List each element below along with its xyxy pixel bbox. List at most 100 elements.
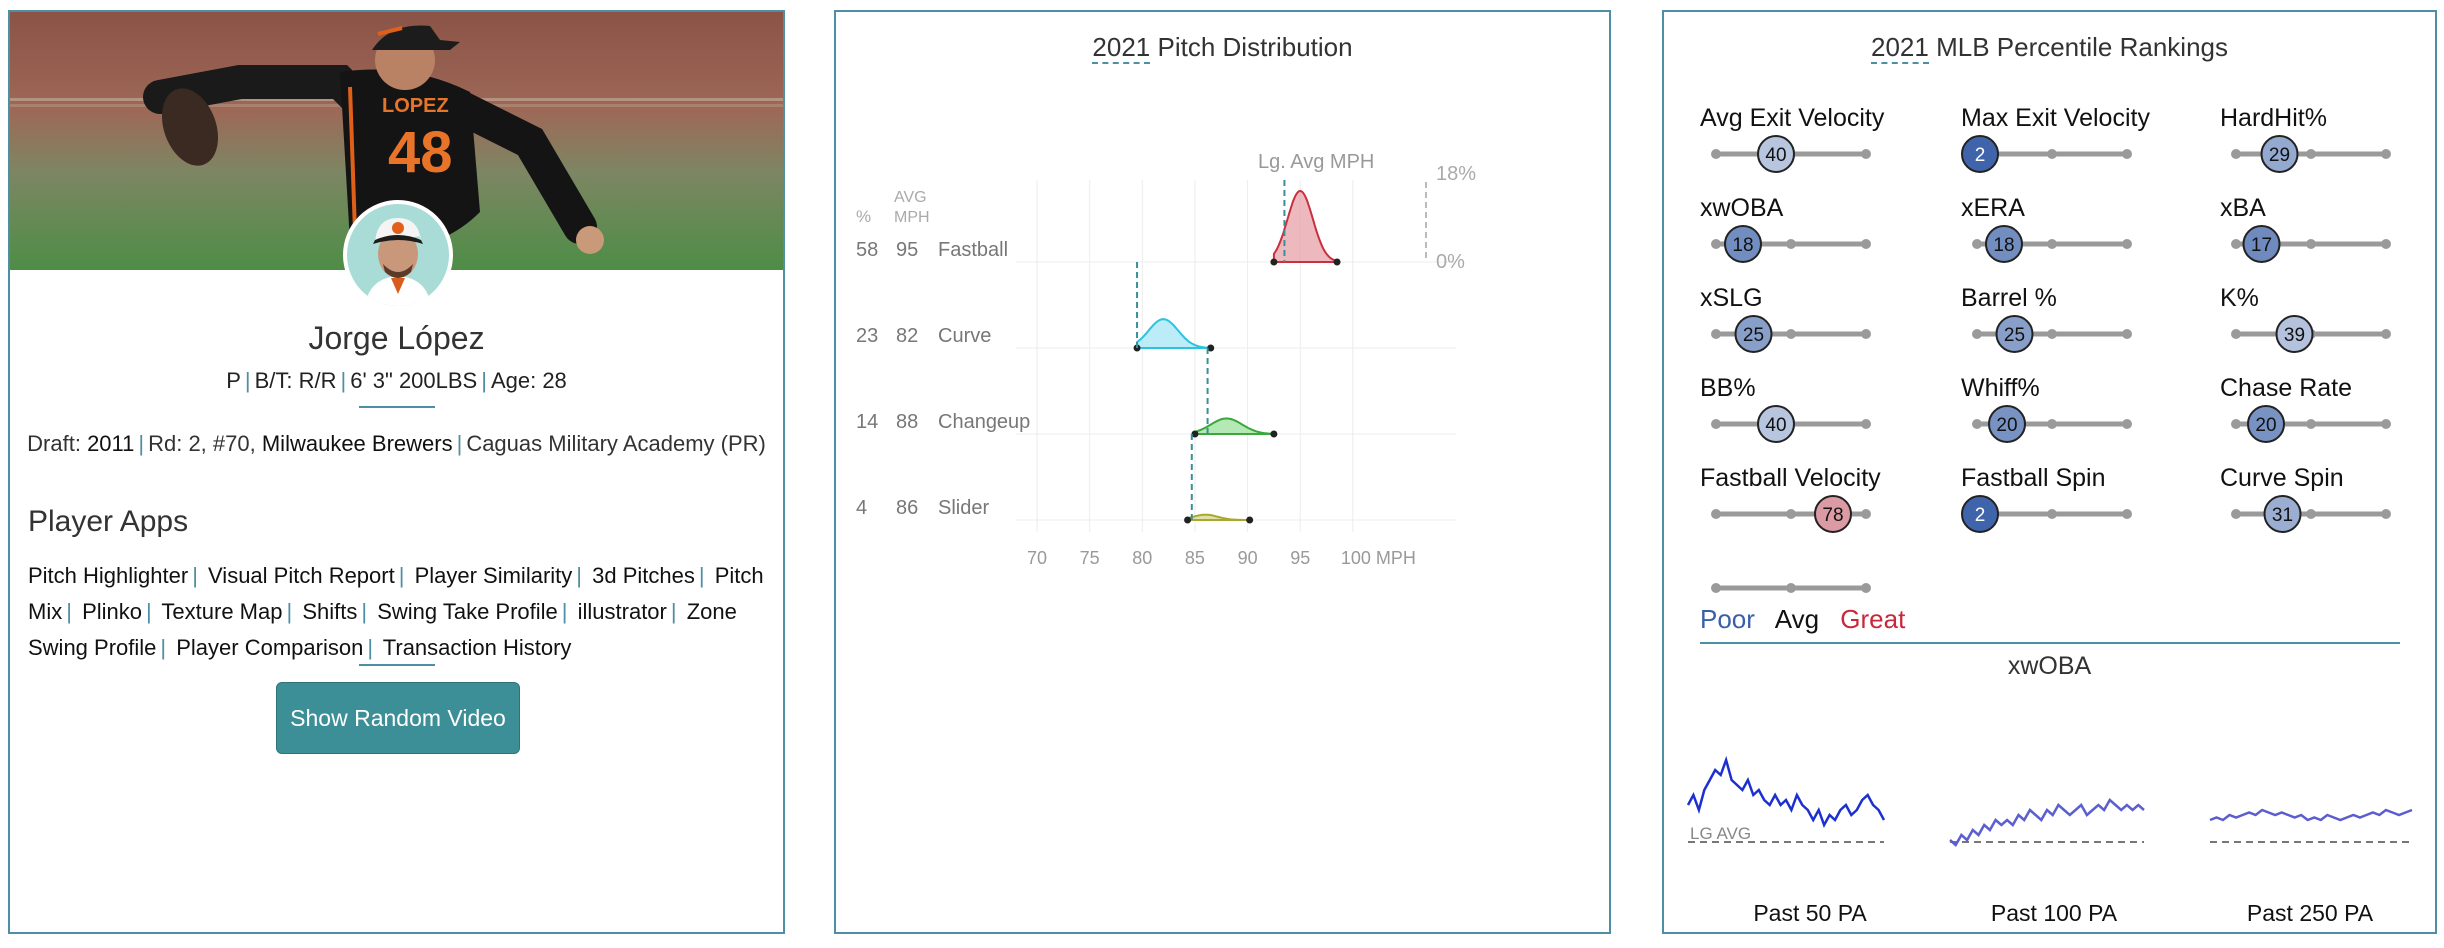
percentile-slider[interactable]: 25: [1972, 315, 2132, 353]
slider-tick: [1711, 419, 1721, 429]
spark-label-50: Past 50 PA: [1753, 900, 1867, 926]
player-position: P: [226, 368, 241, 393]
pct-axis-min: 0%: [1436, 251, 1465, 273]
slider-tick: [1861, 239, 1871, 249]
percentile-slider[interactable]: 18: [1972, 225, 2132, 263]
player-app-link[interactable]: Texture Map: [161, 599, 283, 624]
percentile-value: 2: [1975, 505, 1986, 526]
percentile-rankings-title: 2021 MLB Percentile Rankings: [1664, 32, 2435, 64]
slider-tick: [2231, 239, 2241, 249]
percentile-legend: Poor Avg Great: [1700, 604, 1919, 635]
slider-tick: [1786, 149, 1796, 159]
slider-tick: [2122, 419, 2132, 429]
density-max-dot: [1333, 258, 1341, 266]
draft-year: 2011: [87, 431, 135, 456]
percentile-slider[interactable]: 25: [1711, 315, 1871, 353]
percentile-rankings-title-text: MLB Percentile Rankings: [1936, 32, 2228, 62]
pitch-avg-mph: 95: [896, 239, 918, 261]
percentile-bubble: [1995, 315, 2034, 353]
percentile-slider[interactable]: 17: [2231, 225, 2391, 263]
x-tick-label: 95: [1290, 548, 1310, 568]
player-age: Age: 28: [490, 368, 567, 393]
player-apps-title: Player Apps: [28, 505, 189, 538]
pitch-row-slider[interactable]: 4 86 Slider: [856, 434, 1254, 524]
percentile-slider[interactable]: 40: [1711, 135, 1871, 173]
slider-tick: [2381, 239, 2391, 249]
year-select[interactable]: 2021: [1092, 32, 1151, 64]
player-app-link[interactable]: Zone Swing Profile: [28, 599, 737, 660]
slider-tick: [1786, 509, 1796, 519]
percentile-slider[interactable]: 39: [2231, 315, 2391, 353]
pitch-row-fastball[interactable]: 58 95 Fastball: [856, 180, 1341, 266]
player-app-link[interactable]: 3d Pitches: [592, 563, 695, 588]
density-curve: [1136, 318, 1212, 349]
show-random-video-button[interactable]: Show Random Video: [276, 682, 520, 754]
app-separator: |: [561, 599, 568, 624]
slider-tick: [2122, 329, 2132, 339]
player-apps-list: Pitch Highlighter | Visual Pitch Report | …: [28, 558, 768, 666]
percentile-slider[interactable]: 2: [1961, 495, 2132, 533]
legend-avg: Avg: [1774, 604, 1820, 634]
slider-tick: [1711, 329, 1721, 339]
player-app-link[interactable]: Pitch Highlighter: [28, 563, 189, 588]
year-select[interactable]: 2021: [1871, 32, 1929, 64]
app-separator: |: [361, 599, 368, 624]
percentile-bubble: [1757, 135, 1795, 173]
slider-tick: [2381, 329, 2391, 339]
col-header-mph: MPH: [894, 209, 930, 226]
metric-label: Chase Rate: [2220, 374, 2353, 402]
percentile-slider[interactable]: 29: [2231, 135, 2391, 173]
lg-avg-mph-label: Lg. Avg MPH: [1258, 151, 1374, 173]
metric-label: xwOBA: [1700, 194, 1784, 222]
metric-label: xSLG: [1700, 284, 1763, 312]
percentile-slider[interactable]: 2: [1961, 135, 2132, 173]
player-app-link[interactable]: Transaction History: [382, 635, 572, 660]
divider: [1700, 642, 2400, 644]
x-tick-label: 70: [1027, 548, 1047, 568]
percentile-value: 20: [2255, 415, 2276, 436]
xwoba-sparkline: [2209, 808, 2413, 822]
pitch-distribution-chart: % AVG MPH Lg. Avg MPH 18% 0% 58 95 Fastball 23 82 C…: [856, 151, 1476, 568]
slider-tick: [2047, 239, 2057, 249]
player-app-link[interactable]: illustrator: [577, 599, 667, 624]
player-school: Caguas Military Academy (PR): [466, 431, 766, 456]
app-separator: |: [145, 599, 152, 624]
player-app-link[interactable]: Plinko: [82, 599, 142, 624]
player-avatar: [343, 200, 453, 310]
slider-tick: [1861, 149, 1871, 159]
player-app-link[interactable]: Visual Pitch Report: [208, 563, 395, 588]
percentile-slider[interactable]: 18: [1711, 225, 1871, 263]
percentile-slider[interactable]: 31: [2231, 495, 2391, 533]
player-draft-line: Draft: 2011 | Rd: 2, #70, Milwaukee Brewer…: [27, 431, 766, 456]
pitch-row-curve[interactable]: 23 82 Curve: [856, 262, 1215, 352]
draft-team: Milwaukee Brewers: [261, 431, 453, 456]
app-separator: |: [398, 563, 405, 588]
slider-tick: [1972, 509, 1982, 519]
slider-tick: [1711, 509, 1721, 519]
percentile-slider[interactable]: 78: [1711, 495, 1871, 533]
percentile-value: 20: [1996, 415, 2017, 436]
player-app-link[interactable]: Shifts: [302, 599, 358, 624]
player-app-link[interactable]: Pitch Mix: [28, 563, 764, 624]
col-header-pct: %: [856, 207, 871, 226]
percentile-bubble: [1961, 135, 1999, 173]
slider-tick: [1972, 329, 1982, 339]
player-app-link[interactable]: Swing Take Profile: [377, 599, 558, 624]
slider-tick: [2122, 509, 2132, 519]
player-app-link[interactable]: Player Similarity: [414, 563, 573, 588]
pitch-name: Changeup: [938, 411, 1030, 433]
metric-label: BB%: [1700, 374, 1756, 402]
slider-tick: [2306, 239, 2316, 249]
metric-label: K%: [2220, 284, 2259, 312]
percentile-bubble: [1757, 405, 1795, 443]
percentile-slider[interactable]: 40: [1711, 405, 1871, 443]
xwoba-sparklines: [1686, 755, 2413, 847]
slider-tick: [2231, 419, 2241, 429]
pitch-row-changeup[interactable]: 14 88 Changeup: [856, 348, 1278, 438]
percentile-slider[interactable]: 20: [1972, 405, 2132, 443]
pitch-name: Curve: [938, 325, 991, 347]
lg-avg-label: LG AVG: [1690, 824, 1752, 843]
pitch-distribution-title-text: Pitch Distribution: [1157, 32, 1353, 62]
player-app-link[interactable]: Player Comparison: [176, 635, 364, 660]
percentile-slider[interactable]: 20: [2231, 405, 2391, 443]
